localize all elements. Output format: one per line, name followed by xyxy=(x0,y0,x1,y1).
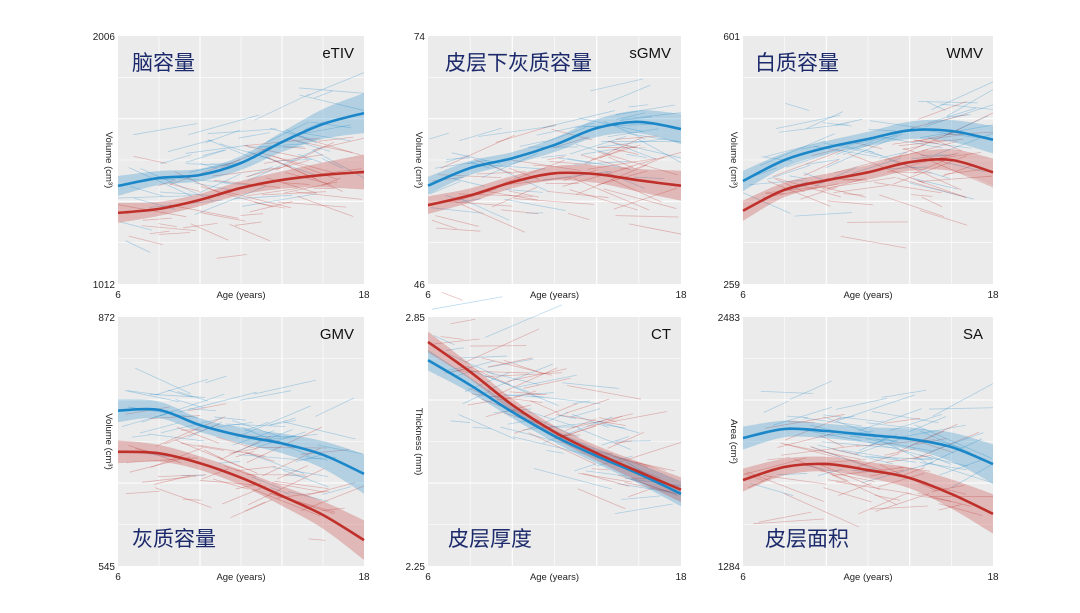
y-tick-max: 872 xyxy=(98,313,115,324)
x-tick-min: 6 xyxy=(425,572,431,583)
y-tick-min: 545 xyxy=(98,562,115,573)
x-tick-max: 18 xyxy=(987,572,999,583)
panel-title: GMV xyxy=(320,326,354,343)
panel-chinese-label: 灰质容量 xyxy=(132,527,216,551)
x-axis-label: Age (years) xyxy=(216,290,265,301)
panel-title: SA xyxy=(963,326,983,343)
y-tick-min: 46 xyxy=(414,280,426,291)
x-tick-max: 18 xyxy=(358,572,370,583)
x-axis-label: Age (years) xyxy=(843,290,892,301)
x-axis-label: Age (years) xyxy=(530,290,579,301)
y-tick-max: 2006 xyxy=(93,32,116,43)
x-tick-min: 6 xyxy=(115,572,121,583)
panel-chinese-label: 皮层下灰质容量 xyxy=(445,51,592,75)
panel-title: sGMV xyxy=(629,45,671,62)
y-tick-max: 2483 xyxy=(718,313,741,324)
y-axis-label: Area (cm²) xyxy=(728,419,739,464)
y-tick-max: 2.85 xyxy=(406,313,426,324)
panel-chinese-label: 皮层面积 xyxy=(765,527,849,551)
x-tick-max: 18 xyxy=(987,290,999,301)
x-tick-max: 18 xyxy=(358,290,370,301)
panel-title: CT xyxy=(651,326,671,343)
x-tick-min: 6 xyxy=(740,290,746,301)
y-tick-min: 2.25 xyxy=(406,562,426,573)
panel-chinese-label: 皮层厚度 xyxy=(448,527,532,551)
x-tick-max: 18 xyxy=(675,572,687,583)
y-axis-label: Volume (cm³) xyxy=(103,132,114,188)
panel-title: WMV xyxy=(946,45,983,62)
x-tick-max: 18 xyxy=(675,290,687,301)
y-tick-max: 74 xyxy=(414,32,426,43)
y-axis-label: Volume (cm³) xyxy=(728,132,739,188)
trajectory-line xyxy=(915,459,933,460)
y-tick-min: 1284 xyxy=(718,562,741,573)
x-axis-label: Age (years) xyxy=(216,572,265,583)
x-axis-label: Age (years) xyxy=(843,572,892,583)
x-axis-label: Age (years) xyxy=(530,572,579,583)
y-tick-min: 1012 xyxy=(93,280,116,291)
panel-chinese-label: 脑容量 xyxy=(132,51,195,75)
x-tick-min: 6 xyxy=(740,572,746,583)
panel-title: eTIV xyxy=(322,45,354,62)
x-tick-min: 6 xyxy=(425,290,431,301)
panel-chinese-label: 白质容量 xyxy=(755,51,839,75)
trajectory-line xyxy=(432,297,503,310)
trajectory-line xyxy=(442,292,463,300)
y-axis-label: Volume (cm³) xyxy=(103,413,114,469)
y-axis-label: Volume (cm³) xyxy=(413,132,424,188)
panel-sgmv: 74 466 18 Age (years) Volume (cm³) sGMV 皮层下灰质容… xyxy=(413,32,687,301)
y-tick-max: 601 xyxy=(723,32,740,43)
x-tick-min: 6 xyxy=(115,290,121,301)
y-tick-min: 259 xyxy=(723,280,740,291)
y-axis-label: Thickness (mm) xyxy=(413,408,424,476)
